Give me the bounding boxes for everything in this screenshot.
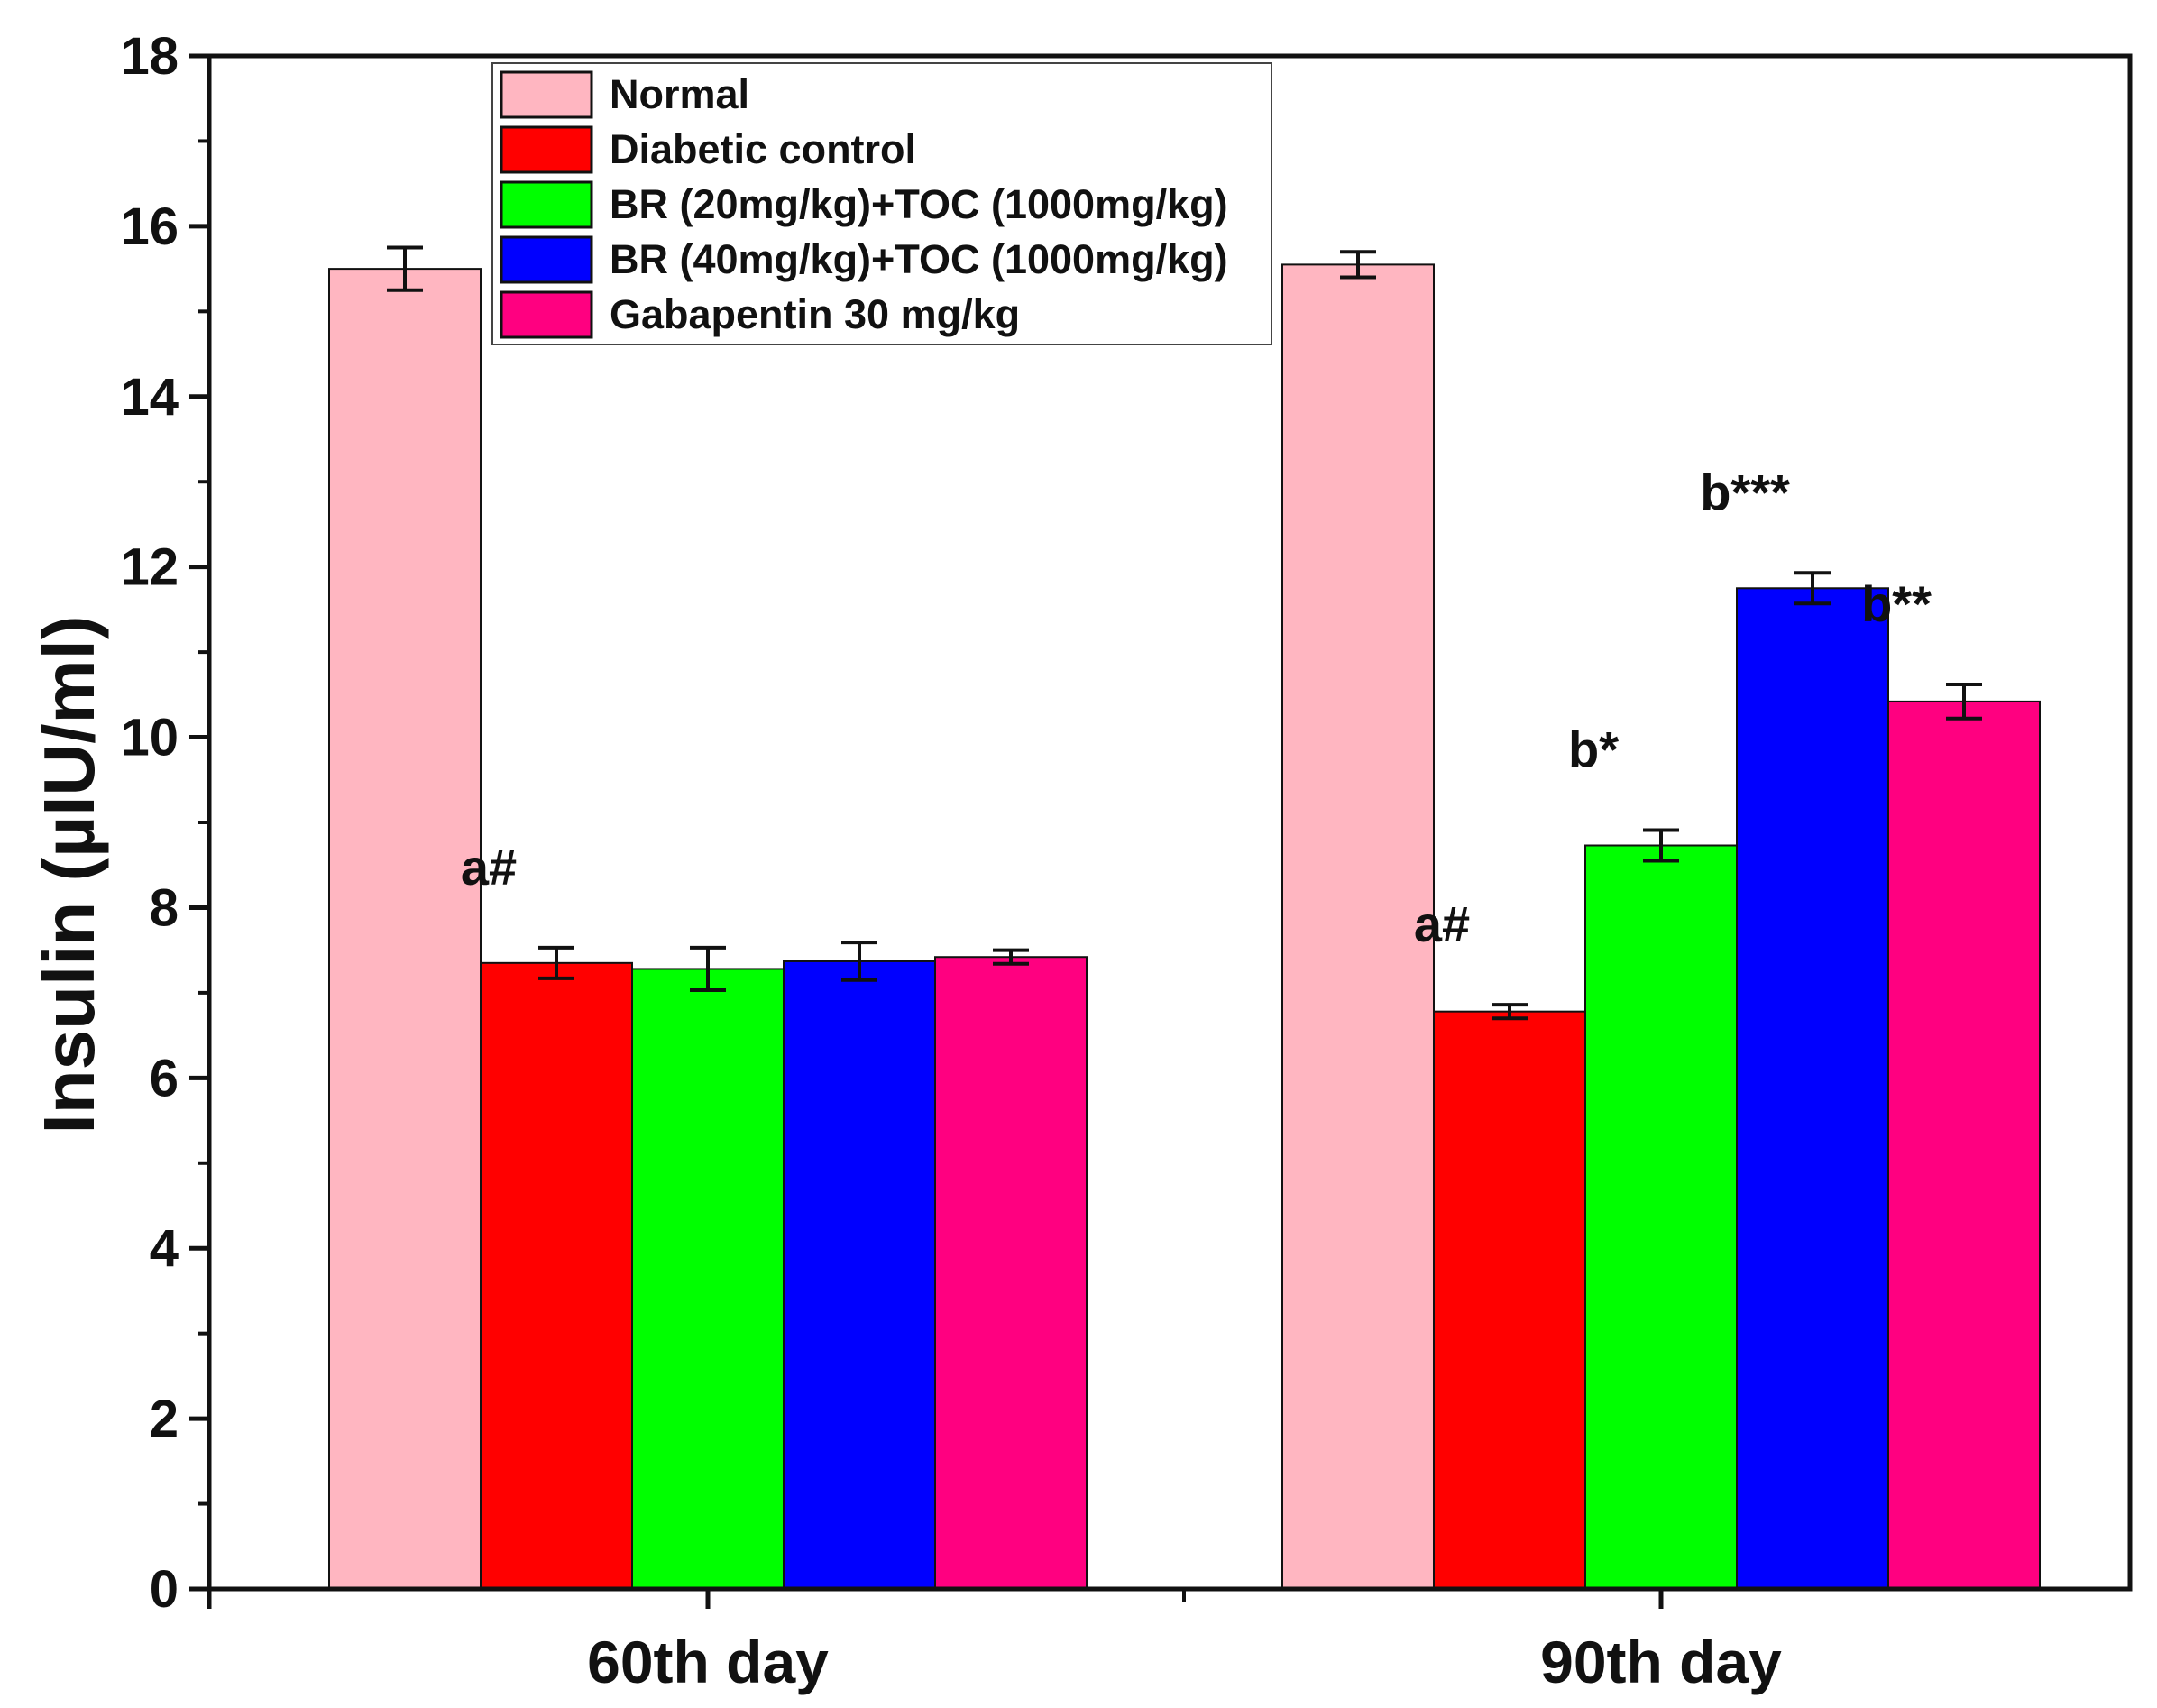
y-tick-label: 10 — [120, 709, 179, 767]
y-tick-label: 14 — [120, 368, 179, 427]
error-bar-0-4 — [993, 948, 1029, 966]
significance-annotations: a# a# b* b*** b** — [461, 464, 1932, 952]
bars-layer — [328, 263, 2041, 1591]
y-axis: 0 2 4 6 8 10 12 14 16 18 — [120, 27, 209, 1619]
bar-0-3 — [783, 960, 936, 1590]
x-axis: 60th day 90th day — [207, 1589, 1782, 1695]
error-bar-1-4 — [1946, 683, 1982, 721]
bar-0-1 — [480, 961, 633, 1591]
legend-label-3: BR (40mg/kg)+TOC (1000mg/kg) — [610, 236, 1228, 282]
annotation-1-2: b* — [1568, 721, 1619, 778]
bar-1-1 — [1433, 1010, 1586, 1590]
error-bar-1-3 — [1794, 571, 1831, 606]
legend-swatch-1 — [500, 125, 593, 174]
legend-swatch-3 — [500, 235, 593, 284]
y-tick-label: 18 — [120, 27, 179, 86]
legend: Normal Diabetic control BR (20mg/kg)+TOC (… — [491, 62, 1272, 345]
legend-label-1: Diabetic control — [610, 126, 916, 172]
error-bar-0-2 — [690, 945, 726, 993]
y-tick-label: 16 — [120, 197, 179, 256]
bar-0-2 — [631, 968, 785, 1590]
bar-0-0 — [328, 268, 482, 1591]
y-tick-label: 12 — [120, 538, 179, 597]
y-tick-label: 2 — [150, 1390, 179, 1448]
error-bar-1-1 — [1492, 1003, 1528, 1021]
bar-1-3 — [1736, 587, 1889, 1590]
error-bar-1-0 — [1340, 250, 1376, 280]
error-bar-0-0 — [387, 245, 423, 292]
y-tick-label: 8 — [150, 878, 179, 937]
error-bar-0-3 — [841, 941, 877, 982]
x-category-label: 60th day — [587, 1629, 829, 1695]
legend-label-4: Gabapentin 30 mg/kg — [610, 291, 1020, 337]
legend-box — [491, 62, 1272, 345]
error-bars-layer — [387, 245, 1982, 1021]
bar-1-0 — [1281, 263, 1435, 1590]
legend-swatch-0 — [500, 70, 593, 119]
legend-label-2: BR (20mg/kg)+TOC (1000mg/kg) — [610, 181, 1228, 227]
error-bar-1-2 — [1643, 828, 1679, 863]
y-axis-title: Insulin (µIU/ml) — [29, 616, 109, 1134]
bar-0-4 — [934, 956, 1088, 1590]
legend-swatch-4 — [500, 290, 593, 339]
annotation-1-3: b*** — [1700, 464, 1790, 520]
bar-1-2 — [1584, 844, 1738, 1590]
legend-label-0: Normal — [610, 71, 749, 117]
annotation-1-1: a# — [1414, 895, 1470, 952]
y-tick-label: 0 — [150, 1560, 179, 1619]
annotation-1-4: b** — [1861, 575, 1932, 632]
annotation-0-1: a# — [461, 839, 517, 895]
bar-1-4 — [1887, 700, 2041, 1590]
y-tick-label: 6 — [150, 1049, 179, 1107]
legend-swatch-2 — [500, 180, 593, 229]
error-bar-0-1 — [538, 945, 574, 980]
x-category-label: 90th day — [1540, 1629, 1782, 1695]
y-tick-label: 4 — [150, 1219, 179, 1278]
